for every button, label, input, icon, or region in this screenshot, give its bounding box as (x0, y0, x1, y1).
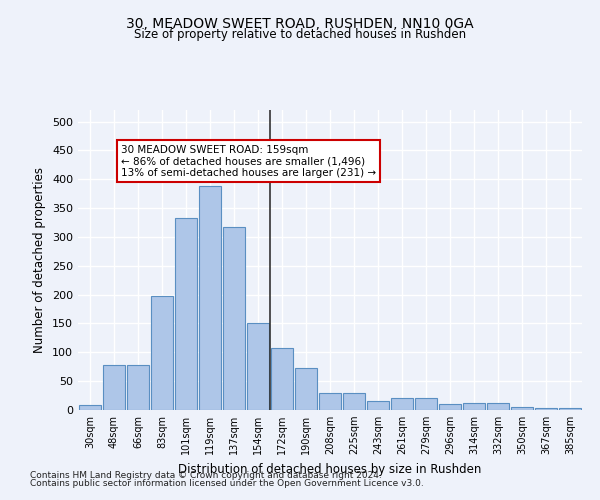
Bar (175, 218, 197, 410)
Bar (151, 296, 173, 410)
Bar (343, 392, 365, 410)
Bar (103, 365, 125, 410)
Text: 30, MEADOW SWEET ROAD, RUSHDEN, NN10 0GA: 30, MEADOW SWEET ROAD, RUSHDEN, NN10 0GA (126, 18, 474, 32)
Bar (367, 402, 389, 410)
Bar (271, 348, 293, 410)
Bar (439, 404, 461, 410)
Bar (247, 324, 269, 410)
Bar (415, 398, 437, 410)
Bar (535, 408, 557, 410)
Text: 30 MEADOW SWEET ROAD: 159sqm
← 86% of detached houses are smaller (1,496)
13% of: 30 MEADOW SWEET ROAD: 159sqm ← 86% of de… (121, 144, 376, 178)
Bar (127, 365, 149, 410)
Text: Size of property relative to detached houses in Rushden: Size of property relative to detached ho… (134, 28, 466, 41)
X-axis label: Distribution of detached houses by size in Rushden: Distribution of detached houses by size … (178, 462, 482, 475)
Bar (487, 403, 509, 410)
Bar (199, 186, 221, 410)
Text: Contains public sector information licensed under the Open Government Licence v3: Contains public sector information licen… (30, 479, 424, 488)
Bar (79, 406, 101, 410)
Bar (223, 226, 245, 410)
Bar (391, 398, 413, 410)
Y-axis label: Number of detached properties: Number of detached properties (34, 167, 46, 353)
Bar (295, 368, 317, 410)
Bar (559, 408, 581, 410)
Text: Contains HM Land Registry data © Crown copyright and database right 2024.: Contains HM Land Registry data © Crown c… (30, 470, 382, 480)
Bar (463, 403, 485, 410)
Bar (319, 392, 341, 410)
Bar (511, 407, 533, 410)
